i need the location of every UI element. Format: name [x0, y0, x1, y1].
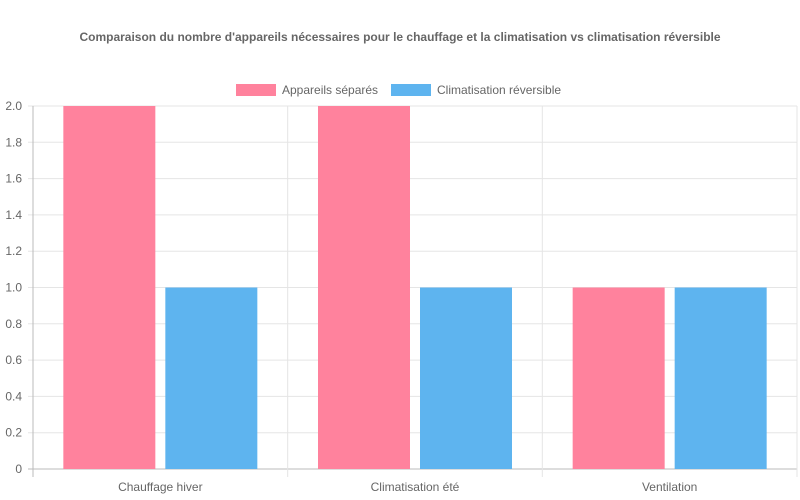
chart-title: Comparaison du nombre d'appareils nécess…	[79, 30, 720, 44]
x-tick-label: Climatisation été	[371, 480, 460, 494]
bar-separate-3[interactable]	[572, 287, 665, 470]
bar-separate-2[interactable]	[318, 106, 410, 469]
y-tick-label: 1.8	[5, 135, 22, 149]
x-axis: Chauffage hiver Climatisation été Ventilat…	[118, 480, 697, 494]
bar-reversible-3[interactable]	[674, 287, 767, 470]
legend: Appareils séparés Climatisation réversib…	[236, 83, 561, 97]
y-tick-label: 0.2	[5, 426, 22, 440]
bars	[63, 106, 767, 470]
legend-label-reversible: Climatisation réversible	[437, 83, 561, 97]
legend-swatch-reversible	[391, 84, 431, 96]
legend-swatch-separate	[236, 84, 276, 96]
y-tick-label: 0	[15, 462, 22, 476]
y-tick-label: 1.6	[5, 172, 22, 186]
y-tick-label: 1.4	[5, 208, 22, 222]
y-tick-label: 0.4	[5, 389, 22, 403]
grid	[28, 105, 798, 477]
y-tick-label: 1.2	[5, 244, 22, 258]
y-tick-label: 0.6	[5, 353, 22, 367]
legend-item-reversible[interactable]: Climatisation réversible	[391, 83, 561, 97]
x-tick-label: Chauffage hiver	[118, 480, 203, 494]
legend-item-separate[interactable]: Appareils séparés	[236, 83, 378, 97]
bar-reversible-1[interactable]	[165, 287, 258, 470]
bar-reversible-2[interactable]	[420, 287, 512, 470]
legend-label-separate: Appareils séparés	[282, 83, 378, 97]
y-axis: 0 0.2 0.4 0.6 0.8 1.0 1.2 1.4 1.6 1.8 2.0	[5, 99, 22, 476]
bar-separate-1[interactable]	[63, 106, 156, 469]
y-tick-label: 0.8	[5, 317, 22, 331]
y-tick-label: 1.0	[5, 281, 22, 295]
x-tick-label: Ventilation	[642, 480, 697, 494]
y-tick-label: 2.0	[5, 99, 22, 113]
